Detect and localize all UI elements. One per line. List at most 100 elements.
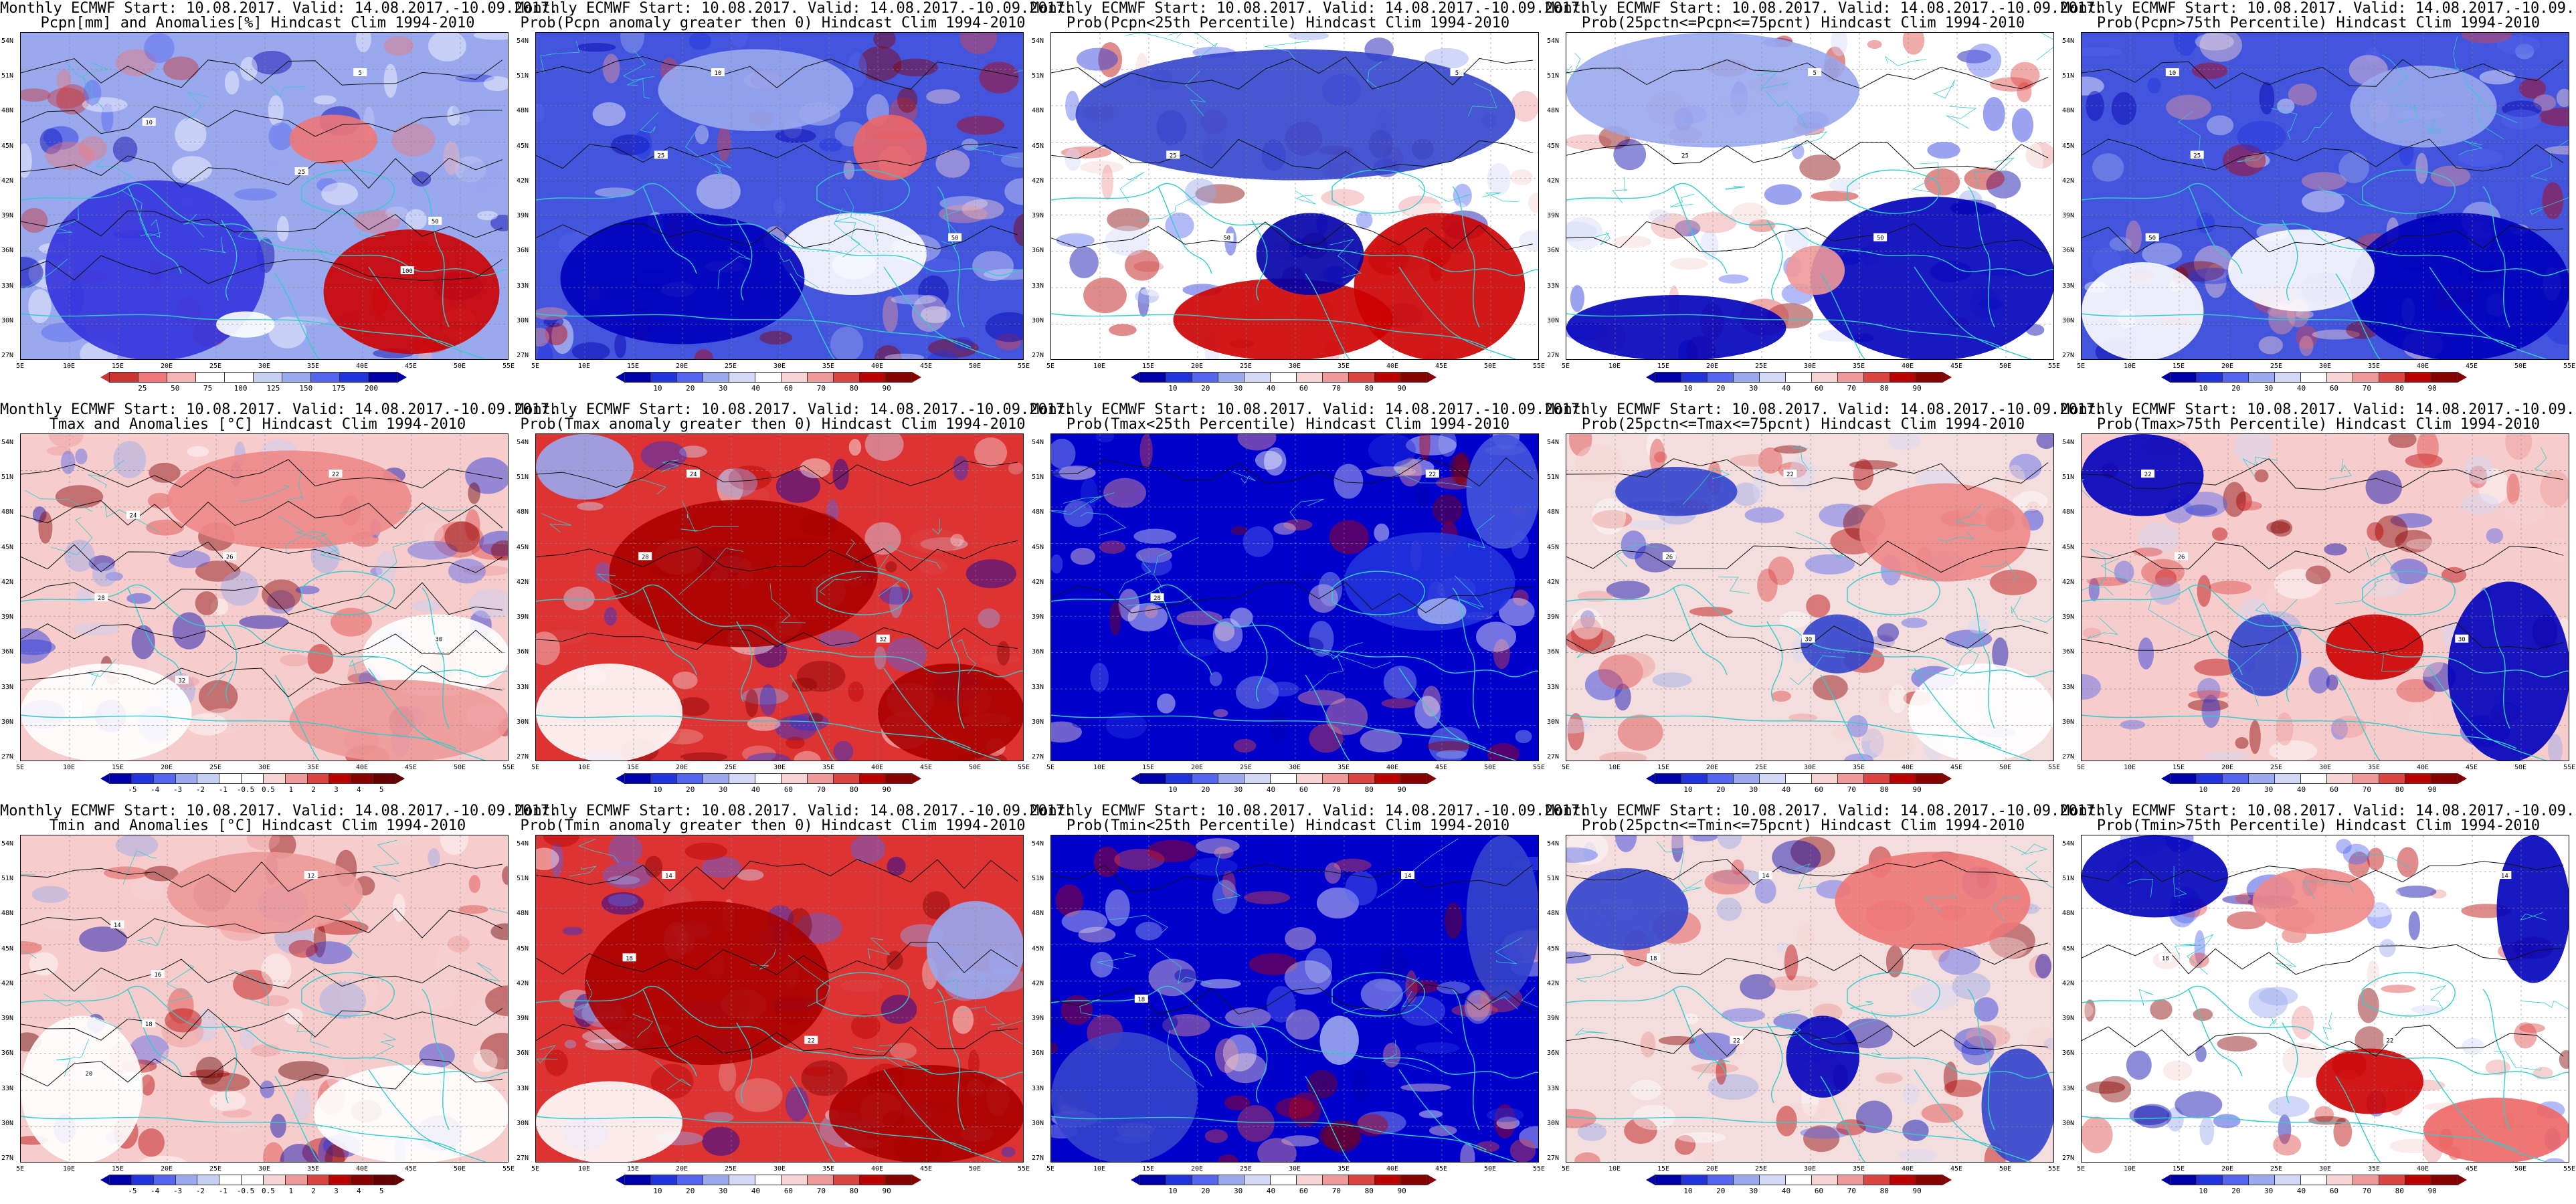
country-border (1014, 70, 1023, 74)
field-speckle (2114, 561, 2134, 583)
latitude-label: 48N (2062, 508, 2075, 516)
country-border (1959, 629, 1987, 677)
field-speckle (47, 88, 85, 109)
colorbar-tick-label: 90 (2427, 384, 2437, 393)
field-speckle (1566, 847, 1598, 863)
country-border (1993, 896, 2020, 923)
latitude-label: 54N (2062, 37, 2075, 45)
field-speckle (923, 891, 950, 920)
country-border (1954, 504, 1987, 526)
field-speckle (411, 600, 442, 612)
field-speckle (2397, 847, 2419, 878)
field-speckle (719, 1058, 737, 1092)
field-speckle (79, 926, 128, 952)
field-speckle (1675, 219, 1701, 237)
field-speckle (2266, 521, 2291, 534)
field-region (2350, 66, 2497, 148)
colorbar-segment (2405, 372, 2431, 383)
latitude-label: 48N (1032, 508, 1044, 516)
coastline (2482, 587, 2510, 729)
latitude-label: 33N (517, 282, 529, 290)
country-border (569, 866, 597, 877)
field-speckle (224, 70, 240, 95)
field-speckle (961, 199, 1004, 219)
colorbar-segment (1707, 773, 1734, 784)
field-speckle (2395, 530, 2432, 553)
contour-label: 25 (658, 153, 665, 159)
field-speckle (1776, 942, 1788, 954)
colorbar-segment (1707, 1175, 1734, 1185)
colorbar-segment (2431, 1175, 2458, 1185)
field-speckle (88, 555, 115, 572)
field-speckle (2099, 1076, 2132, 1103)
longitude-label: 30E (1803, 1165, 1817, 1173)
longitude-label: 45E (1950, 1165, 1963, 1173)
panel-subtitle: Prob(Tmax<25th Percentile) Hindcast Clim… (1066, 416, 1510, 433)
longitude-label: 35E (822, 764, 835, 771)
field-speckle (2217, 1035, 2258, 1052)
latitude-label: 48N (517, 910, 529, 918)
country-border (1119, 171, 1145, 203)
field-speckle (1944, 629, 1993, 648)
colorbar-tick-label: 70 (816, 785, 826, 794)
field-speckle (2201, 694, 2221, 728)
country-border (1718, 577, 1750, 594)
field-speckle (2013, 491, 2048, 512)
field-speckle (2258, 987, 2298, 1006)
colorbar-segment (373, 1175, 395, 1185)
field-speckle (2312, 329, 2361, 340)
colorbar-segment (1681, 773, 1708, 784)
latitude-label: 45N (1, 142, 14, 150)
contour-line (1566, 859, 2049, 886)
colorbar-tick-label: 80 (1364, 384, 1374, 393)
field-speckle (2205, 264, 2227, 298)
colorbar-segment (1863, 372, 1890, 383)
field-speckle (1566, 627, 1615, 654)
colorbar-tick-label: 60 (2329, 1187, 2339, 1195)
country-border (285, 467, 303, 501)
field-speckle (2082, 1002, 2094, 1019)
coastline (1331, 571, 1425, 615)
field-speckle (1174, 969, 1197, 983)
contour-label: 50 (951, 235, 959, 242)
field-speckle (2379, 938, 2396, 958)
longitude-label: 15E (626, 1165, 640, 1173)
field-speckle (2010, 62, 2040, 89)
field-speckle (1700, 230, 1719, 261)
contour-line (536, 859, 1018, 892)
field-speckle (1612, 235, 1652, 248)
latitude-label: 39N (1032, 1015, 1044, 1023)
contour-label-bg (223, 552, 237, 561)
field-speckle (2405, 454, 2443, 468)
country-border (1871, 1048, 1883, 1056)
country-border (183, 213, 205, 238)
coastline (1398, 1069, 1517, 1162)
field-speckle (1319, 1122, 1360, 1150)
coastline (21, 714, 456, 749)
longitude-label: 45E (919, 1165, 933, 1173)
field-speckle (1001, 1146, 1016, 1158)
field-speckle (1584, 669, 1623, 701)
longitude-label: 10E (2123, 363, 2136, 370)
field-speckle (1368, 434, 1416, 467)
coastline (274, 1076, 320, 1162)
panel-title: Monthly ECMWF Start: 10.08.2017. Valid: … (1546, 803, 2104, 819)
colorbar-segment (130, 1175, 154, 1185)
colorbar-tick-label: 80 (1879, 785, 1889, 794)
latitude-label: 33N (1547, 282, 1560, 290)
field-speckle (313, 922, 327, 958)
colorbar-segment (329, 773, 352, 784)
coastline (736, 219, 753, 301)
panel-subtitle: Pcpn[mm] and Anomalies[%] Hindcast Clim … (40, 15, 475, 31)
field-speckle (1986, 170, 2021, 199)
field-speckle (1624, 1117, 1657, 1144)
field-speckle (2485, 1060, 2510, 1076)
field-speckle (468, 875, 480, 894)
latitude-label: 45N (1547, 543, 1560, 551)
contour-label: 18 (145, 1021, 153, 1028)
field-speckle (2542, 182, 2564, 219)
coastline (274, 674, 320, 761)
colorbar-segment (1374, 372, 1401, 383)
country-border (1612, 177, 1628, 204)
colorbar-tick-label: 40 (2296, 1187, 2306, 1195)
